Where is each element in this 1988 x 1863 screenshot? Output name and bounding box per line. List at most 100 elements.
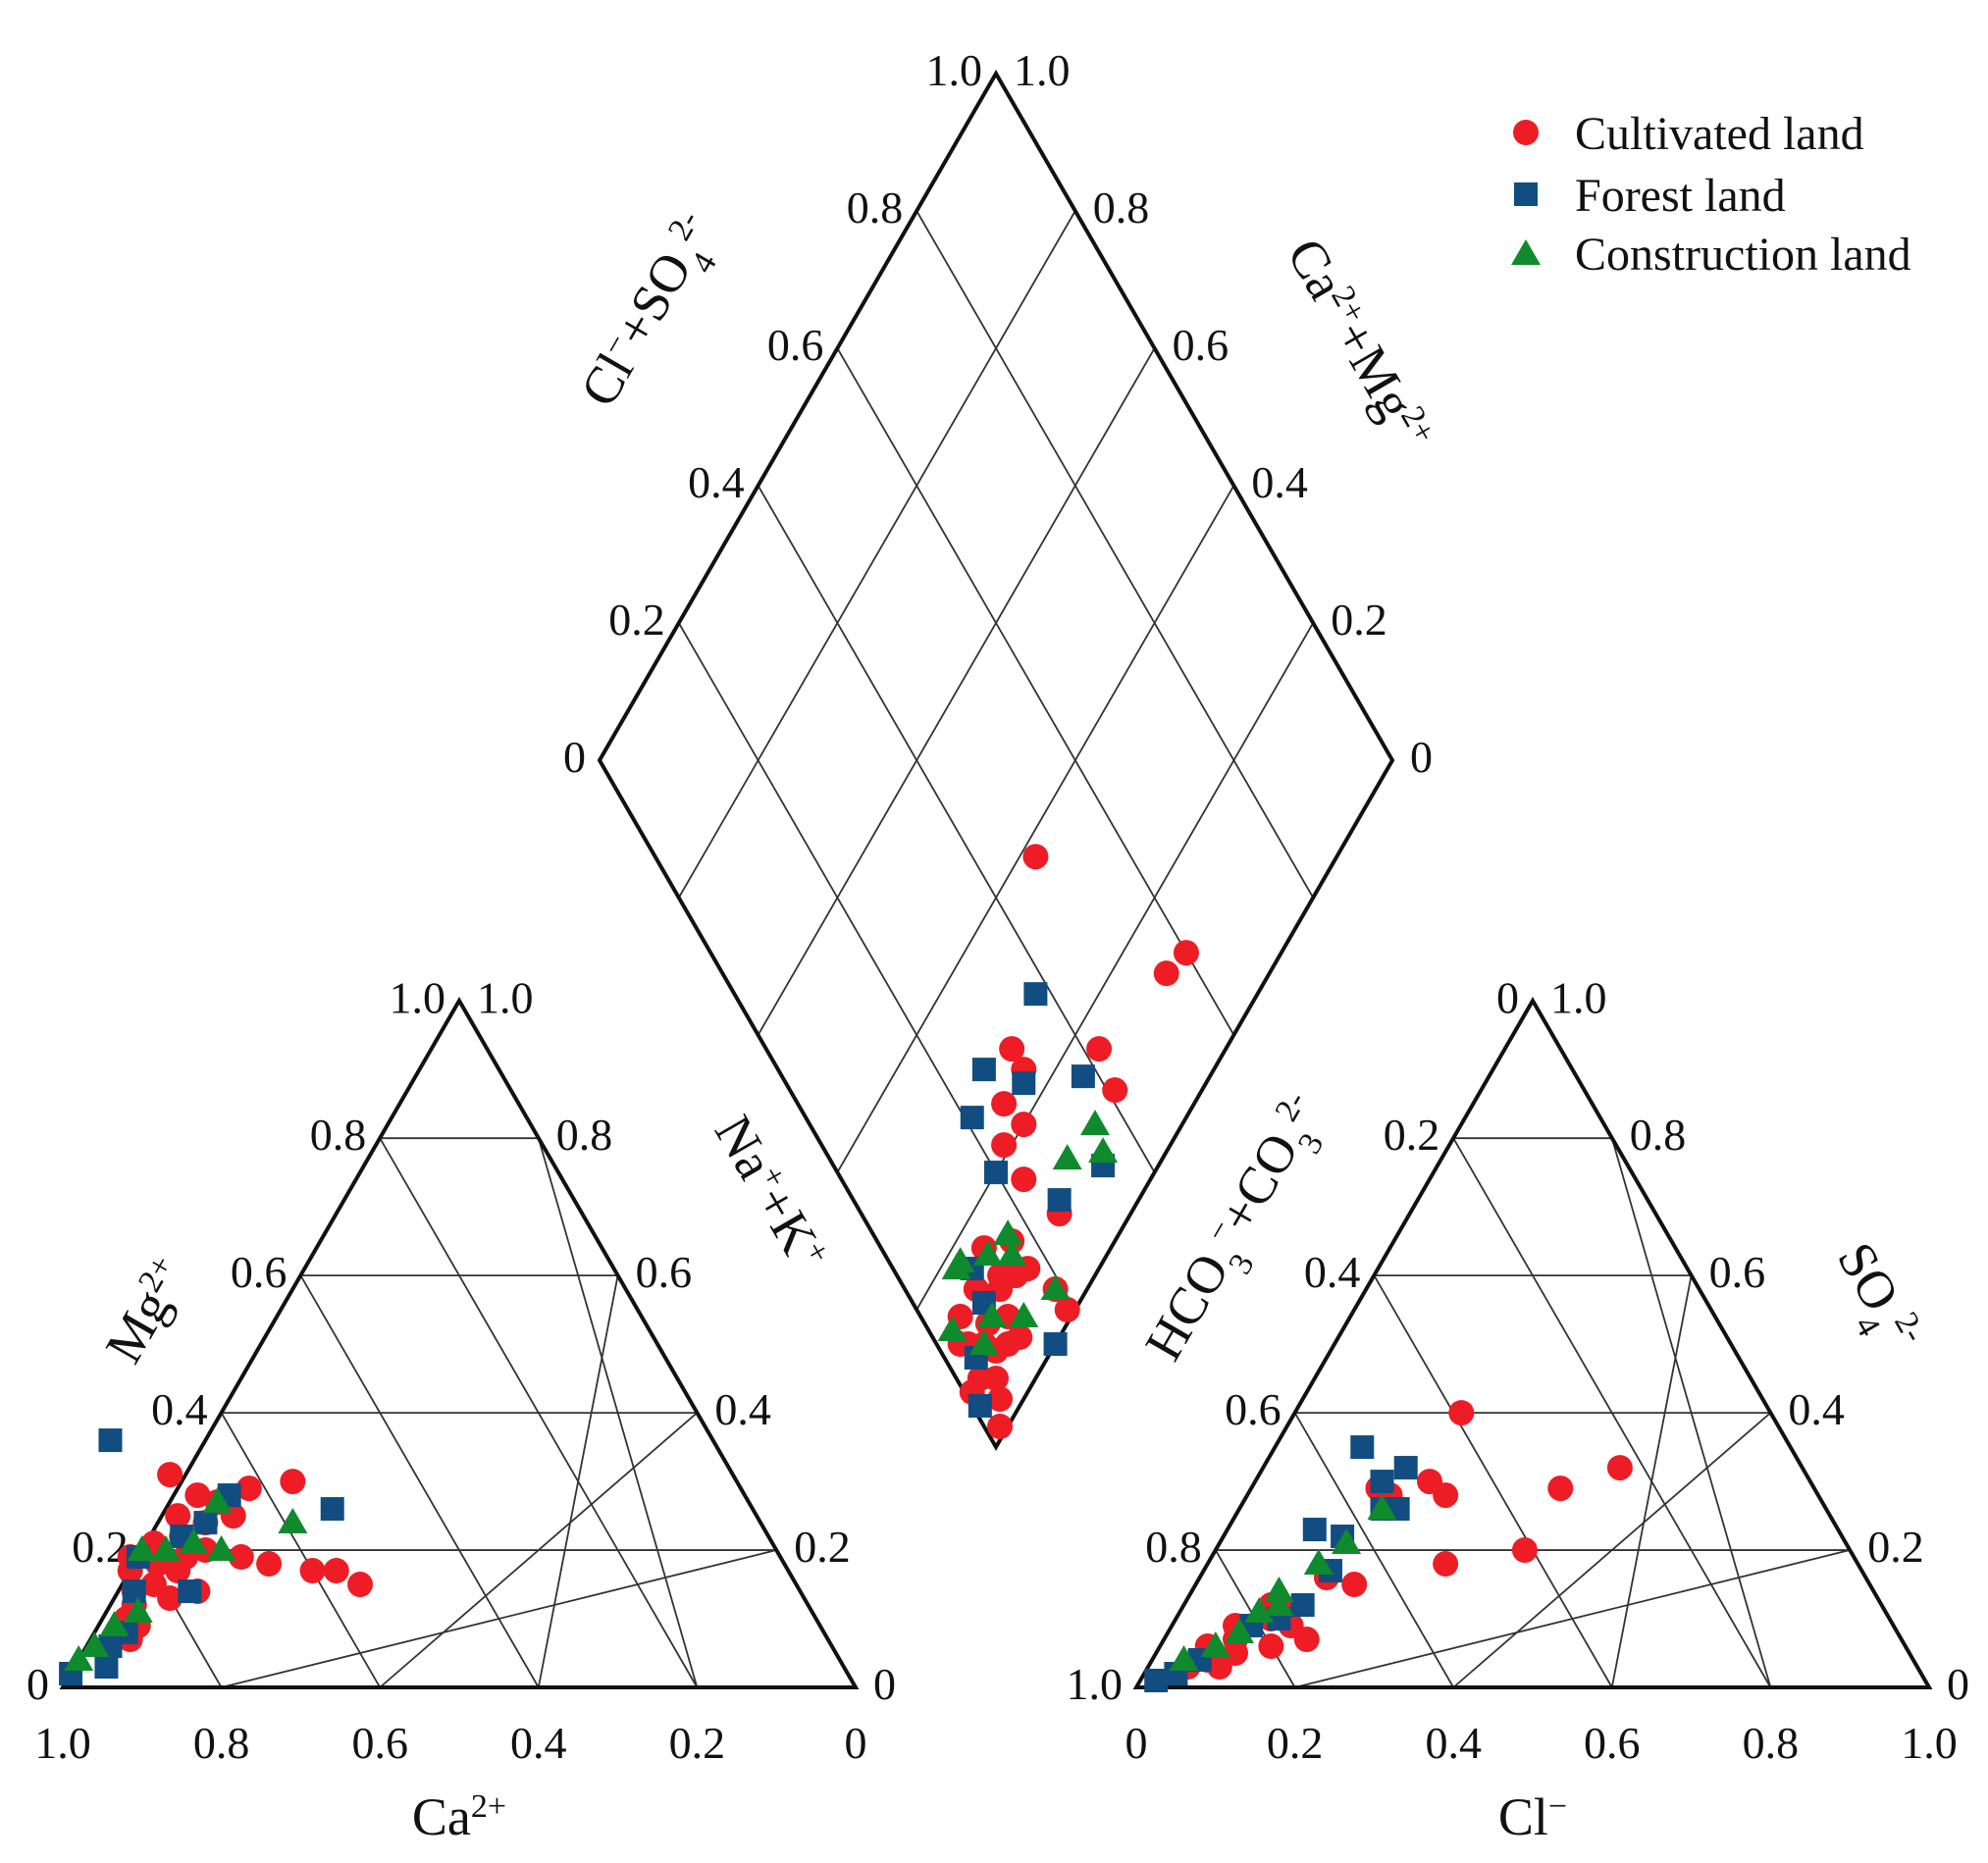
diamond-upper-right-label: Ca2++Mg2+	[1276, 229, 1443, 460]
anion-point-cultivated-land	[1433, 1551, 1459, 1578]
diamond-grid	[678, 210, 1314, 1311]
diamond-upper-right-tick: 0.4	[1251, 457, 1308, 507]
anion-point-construction-land	[1264, 1590, 1294, 1617]
diamond-point-construction-land	[1040, 1274, 1071, 1301]
legend-entry-forest: Forest land	[1514, 170, 1786, 222]
diamond-point-cultivated-land	[991, 1132, 1018, 1159]
cation-point-cultivated-land	[256, 1551, 283, 1578]
anion-point-construction-land	[1200, 1631, 1230, 1658]
cation-point-forest-land	[320, 1497, 344, 1522]
anion-bottom-tick: 0.4	[1425, 1718, 1482, 1768]
cation-grid-l	[537, 1137, 699, 1688]
cation-point-forest-land	[94, 1655, 119, 1680]
data-points	[59, 844, 1633, 1693]
anion-point-cultivated-land	[1293, 1627, 1320, 1653]
cation-point-construction-land	[206, 1535, 236, 1562]
anion-point-forest-land	[1393, 1456, 1418, 1480]
diamond-grid-a	[678, 622, 1076, 1311]
anion-grid-l	[1610, 1137, 1772, 1688]
diamond-point-forest-land	[1071, 1064, 1095, 1089]
diamond-point-construction-land	[1009, 1302, 1039, 1328]
cation-point-cultivated-land	[228, 1544, 254, 1571]
cation-point-forest-land	[193, 1511, 218, 1535]
cation-point-cultivated-land	[235, 1475, 262, 1502]
cation-right-tick: 0.6	[636, 1247, 693, 1297]
legend-label-cultivated: Cultivated land	[1575, 108, 1864, 160]
diamond-upper-left-tick: 0.6	[767, 320, 824, 370]
cation-grid-r	[220, 1412, 381, 1688]
anion-left-tick: 1.0	[1067, 1659, 1124, 1709]
diamond-point-construction-land	[993, 1219, 1023, 1246]
cation-bottom-tick: 0.8	[193, 1718, 250, 1768]
diamond-upper-right-tick: 0.2	[1331, 595, 1387, 645]
anion-right-tick: 0	[1947, 1659, 1969, 1709]
diamond-point-forest-land	[1047, 1188, 1072, 1213]
cation-point-construction-land	[179, 1528, 209, 1555]
diamond-point-cultivated-land	[1011, 1112, 1037, 1138]
diamond-grid-a	[916, 210, 1314, 899]
diamond-grid-b	[916, 622, 1314, 1311]
diamond-grid-b	[757, 347, 1156, 1036]
anion-point-construction-land	[1169, 1645, 1199, 1672]
cation-left-tick: 0.4	[151, 1384, 208, 1434]
anion-left-tick: 0.2	[1384, 1110, 1440, 1160]
anion-point-construction-land	[1303, 1549, 1334, 1576]
anion-right-tick: 1.0	[1550, 972, 1607, 1022]
diamond-point-forest-land	[1043, 1332, 1068, 1357]
cation-left-tick: 1.0	[390, 972, 446, 1022]
legend-label-construction: Construction land	[1575, 229, 1911, 281]
cation-point-forest-land	[178, 1579, 202, 1604]
cation-bottom-tick: 1.0	[34, 1718, 91, 1768]
anion-point-cultivated-land	[1223, 1640, 1248, 1667]
anion-right-label: SO42-	[1813, 1232, 1933, 1366]
diamond-upper-left-tick: 0.8	[847, 182, 904, 233]
anion-bottom-tick: 0.8	[1743, 1718, 1800, 1768]
cation-point-cultivated-land	[323, 1558, 349, 1584]
anion-point-cultivated-land	[1448, 1400, 1475, 1426]
legend-marker-forest	[1514, 182, 1538, 206]
diamond-point-construction-land	[945, 1247, 975, 1273]
anion-left-tick: 0.6	[1225, 1384, 1282, 1434]
anion-bottom-tick: 0	[1125, 1718, 1148, 1768]
cation-xlabel: Ca2+	[412, 1787, 506, 1846]
anion-bottom-tick: 0.6	[1584, 1718, 1641, 1768]
diamond-upper-left-tick: 0.4	[688, 457, 745, 507]
diamond-point-construction-land	[1052, 1144, 1082, 1170]
anion-left-tick: 0.8	[1145, 1522, 1202, 1572]
cation-grid-r	[299, 1274, 540, 1688]
anion-point-cultivated-land	[1606, 1455, 1633, 1481]
cation-point-forest-land	[98, 1428, 123, 1453]
diamond-point-forest-land	[968, 1394, 992, 1419]
diamond-grid-a	[836, 347, 1235, 1036]
cation-triangle-grid	[141, 1137, 777, 1688]
anion-point-construction-land	[1367, 1494, 1397, 1521]
diamond-grid-b	[678, 210, 1076, 899]
anion-point-construction-land	[1244, 1597, 1275, 1624]
diamond-upper-right-tick: 0.6	[1173, 320, 1229, 370]
cation-grid-r	[379, 1137, 699, 1688]
legend-label-forest: Forest land	[1575, 170, 1786, 222]
cation-point-cultivated-land	[157, 1462, 183, 1488]
diamond-upper-right-tick: 1.0	[1014, 45, 1071, 95]
anion-point-cultivated-land	[1258, 1633, 1284, 1660]
diamond-point-construction-land	[1088, 1137, 1119, 1164]
anion-triangle-frame	[1132, 996, 1933, 1689]
anion-xlabel: Cl−	[1498, 1787, 1567, 1846]
diamond-point-forest-land	[971, 1058, 996, 1082]
cation-point-forest-land	[122, 1579, 146, 1604]
cation-left-tick: 0	[26, 1659, 49, 1709]
cation-bottom-tick: 0.6	[351, 1718, 408, 1768]
diamond-frame	[597, 69, 1395, 1452]
diamond-grid-b	[836, 485, 1235, 1173]
cation-triangle-frame	[59, 996, 860, 1689]
cation-right-tick: 0.8	[556, 1110, 613, 1160]
diamond-point-forest-land	[1012, 1071, 1036, 1096]
diamond-point-cultivated-land	[999, 1036, 1025, 1062]
legend-entry-construction: Construction land	[1511, 229, 1911, 281]
anion-grid-r	[1293, 1412, 1454, 1688]
cation-point-construction-land	[99, 1611, 130, 1637]
cation-left-tick: 0.6	[231, 1247, 288, 1297]
diamond-upper-right-tick: 0.8	[1093, 182, 1150, 233]
cation-right-tick: 0.4	[714, 1384, 771, 1434]
